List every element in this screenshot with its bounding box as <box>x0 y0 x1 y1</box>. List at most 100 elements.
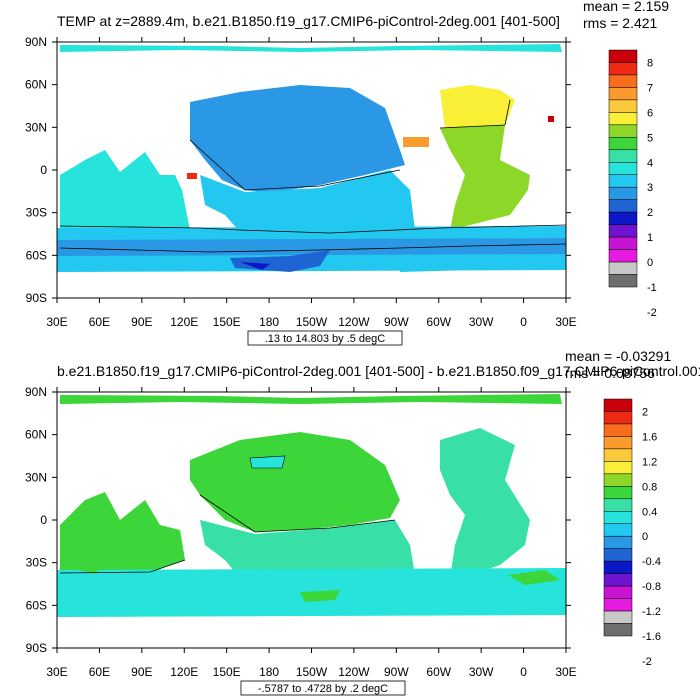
atlantic-ocean-region <box>440 428 530 578</box>
x-tick-label: 120W <box>338 665 370 679</box>
colorbar-swatch <box>608 261 638 275</box>
colorbar-label: 0 <box>647 257 653 269</box>
colorbar-swatch <box>603 523 633 537</box>
x-tick-label: 30W <box>469 665 494 679</box>
colorbar-label: -0.4 <box>642 556 661 568</box>
y-tick-label: 90N <box>25 35 47 49</box>
contour-line-b <box>59 243 566 253</box>
y-tick-label: 0 <box>40 513 47 527</box>
panel-bottom-rms-label: rms = 0.08756 <box>565 365 655 381</box>
colorbar-label: -1 <box>647 282 657 294</box>
y-tick-label: 30N <box>25 470 47 484</box>
colorbar-swatch <box>608 49 638 63</box>
colorbar-swatch <box>603 486 633 500</box>
colorbar-swatch <box>608 199 638 213</box>
y-tick-label: 60N <box>25 428 47 442</box>
x-tick-label: 60W <box>426 315 451 329</box>
x-tick-label: 30E <box>555 665 576 679</box>
colorbar-label: 2 <box>647 207 653 219</box>
colorbar-swatch <box>603 411 633 425</box>
x-tick-label: 0 <box>520 315 527 329</box>
colorbar-swatch <box>608 236 638 250</box>
colorbar-swatch <box>608 249 638 263</box>
y-tick-label: 30N <box>25 120 47 134</box>
warm-patch-b <box>548 116 554 122</box>
arctic-ocean-region <box>60 394 562 404</box>
colorbar-swatch <box>603 573 633 587</box>
pacific-ocean-region <box>190 85 405 193</box>
y-tick-label: 90S <box>26 641 47 655</box>
colorbar-label: -0.8 <box>642 581 661 593</box>
contour-line-d <box>189 139 401 191</box>
colorbar-swatch <box>608 124 638 138</box>
x-tick-label: 90E <box>131 665 152 679</box>
colorbar-label: -1.2 <box>642 606 661 618</box>
x-tick-label: 180 <box>259 315 279 329</box>
colorbar-label: 0.4 <box>642 506 657 518</box>
south-pacific-region <box>200 170 415 233</box>
colorbar-label: 5 <box>647 132 653 144</box>
colorbar-swatch <box>603 548 633 562</box>
warm-patch-c <box>403 137 429 147</box>
colorbar-swatch <box>603 623 633 637</box>
colorbar-label: 3 <box>647 182 653 194</box>
arctic-ocean-region <box>60 44 562 52</box>
colorbar-label: 1.6 <box>642 431 657 443</box>
colorbar-label: 0.8 <box>642 481 657 493</box>
warm-patch-a <box>187 173 197 179</box>
panel-bottom: b.e21.B1850.f19_g17.CMIP6-piControl-2deg… <box>25 348 700 696</box>
y-tick-label: 30S <box>26 556 47 570</box>
contour-line-a <box>199 494 396 533</box>
colorbar-label: 8 <box>647 57 653 69</box>
indian-ocean-region <box>60 150 190 232</box>
colorbar-label: -1.6 <box>642 631 661 643</box>
x-tick-label: 60E <box>89 315 110 329</box>
colorbar-label: 1 <box>647 232 653 244</box>
colorbar-swatch <box>608 186 638 200</box>
y-tick-label: 90N <box>25 385 47 399</box>
pacific-negative-patch <box>249 455 286 469</box>
colorbar-swatch <box>608 174 638 188</box>
southern-ocean-coldest-patch <box>240 262 270 270</box>
x-tick-label: 0 <box>520 665 527 679</box>
panel-bottom-colorbar: 2 1.6 1.2 0.8 0.4 0 -0.4 -0.8 -1.2 -1.6 -2 <box>603 398 661 668</box>
colorbar-label: 6 <box>647 107 653 119</box>
colorbar-swatch <box>603 461 633 475</box>
colorbar-swatch <box>608 137 638 151</box>
weddell-sea-region <box>400 256 472 272</box>
x-tick-label: 120W <box>338 315 370 329</box>
y-tick-label: 60S <box>26 248 47 262</box>
panel-top: TEMP at z=2889.4m, b.e21.B1850.f19_g17.C… <box>25 0 669 346</box>
colorbar-swatch <box>603 473 633 487</box>
colorbar-swatch <box>608 149 638 163</box>
colorbar-swatch <box>608 211 638 225</box>
x-tick-label: 150E <box>213 315 241 329</box>
panel-top-map <box>57 42 566 298</box>
panel-top-title: TEMP at z=2889.4m, b.e21.B1850.f19_g17.C… <box>57 13 560 29</box>
panel-bottom-axes: 30E 60E 90E 120E 150E 180 150W 120W 90W 60W 30W 0 30… <box>25 385 577 679</box>
panel-top-rms-label: rms = 2.421 <box>583 15 658 31</box>
indian-ocean-region <box>60 492 185 575</box>
x-tick-label: 120E <box>170 315 198 329</box>
colorbar-label: 0 <box>642 531 648 543</box>
colorbar-swatch <box>608 74 638 88</box>
x-tick-label: 60W <box>426 665 451 679</box>
colorbar-swatch <box>603 560 633 574</box>
panel-bottom-range-box <box>240 680 406 696</box>
colorbar-swatch <box>603 585 633 599</box>
panel-bottom-range-label: -.5787 to .4728 by .2 degC <box>258 683 388 695</box>
panel-bottom-title: b.e21.B1850.f19_g17.CMIP6-piControl-2deg… <box>57 363 700 379</box>
x-tick-label: 30E <box>555 315 576 329</box>
colorbar-label: 7 <box>647 82 653 94</box>
colorbar-label: 2 <box>642 406 648 418</box>
x-tick-label: 150W <box>296 665 328 679</box>
colorbar-swatch <box>608 112 638 126</box>
panel-bottom-map <box>57 392 566 648</box>
panel-top-range-label: .13 to 14.803 by .5 degC <box>265 333 386 345</box>
y-tick-label: 60N <box>25 78 47 92</box>
x-tick-label: 30W <box>469 315 494 329</box>
panel-top-range-box <box>247 330 403 346</box>
colorbar-swatch <box>603 423 633 437</box>
x-tick-label: 120E <box>170 665 198 679</box>
colorbar-label: -2 <box>647 307 657 319</box>
